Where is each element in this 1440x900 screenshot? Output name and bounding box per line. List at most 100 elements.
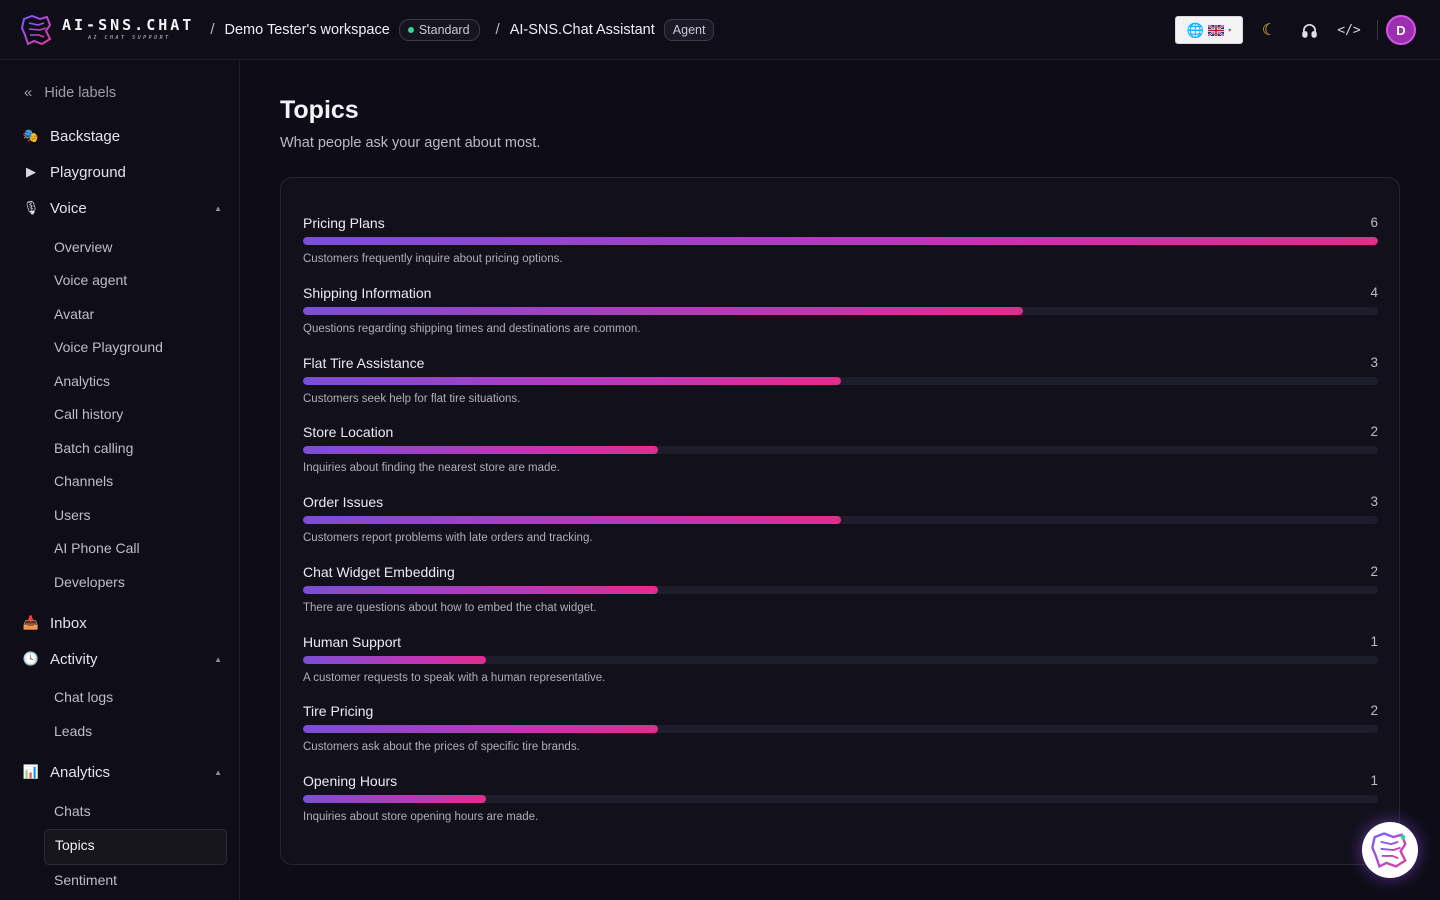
play-icon: ▶ [26,164,36,179]
topic-name: Pricing Plans [303,215,385,231]
sidebar-item-label: Analytics [50,763,111,781]
chat-widget-launcher[interactable] [1362,822,1418,878]
topic-bar-fill [303,656,486,664]
topic-bar-track [303,307,1378,315]
top-bar: AI-SNS.CHAT AI CHAT SUPPORT / Demo Teste… [0,0,1440,60]
headphones-icon [1301,23,1317,38]
agent-badge: Agent [663,18,715,41]
globe-icon: 🌐 [1186,21,1205,38]
sidebar-item-call-history[interactable]: Call history [54,406,124,422]
sidebar-item-analytics[interactable]: 📊 Analytics ▲ [22,763,222,781]
topic-bar-fill [303,377,841,385]
sidebar-item-label: Backstage [50,127,121,145]
topic-row: Flat Tire Assistance 3 Customers seek hel… [303,355,1378,405]
inbox-tray-icon: 📥 [22,615,40,630]
main-content: Topics What people ask your agent about … [240,60,1440,900]
topic-bar-track [303,795,1378,803]
brand-logo[interactable]: AI-SNS.CHAT AI CHAT SUPPORT [20,13,194,47]
topic-name: Store Location [303,424,394,440]
topic-count: 2 [1370,564,1378,579]
topic-row: Human Support 1 A customer requests to sp… [303,634,1378,684]
sidebar-item-voice-analytics[interactable]: Analytics [54,373,111,389]
sidebar-item-voice-playground[interactable]: Voice Playground [54,339,163,355]
breadcrumb-separator: / [495,21,500,38]
sidebar-item-channels[interactable]: Channels [54,473,114,489]
sidebar: « Hide labels 🎭 Backstage ▶ Playground 🎙… [0,60,240,900]
lion-logo-icon [1371,832,1407,869]
chevron-up-icon: ▲ [214,654,222,664]
topic-name: Opening Hours [303,773,398,789]
sidebar-item-label: Inbox [50,614,87,632]
topic-description: Inquiries about store opening hours are … [303,811,539,823]
topic-count: 2 [1370,703,1378,718]
microphone-icon: 🎙 [22,200,40,215]
topic-description: A customer requests to speak with a huma… [303,672,606,684]
topic-row: Pricing Plans 6 Customers frequently inqu… [303,215,1378,265]
topic-count: 3 [1370,355,1378,370]
divider [1377,20,1378,40]
topic-bar-fill [303,237,1378,245]
hide-labels-label: Hide labels [44,84,117,101]
topic-row: Opening Hours 1 Inquiries about store ope… [303,773,1378,823]
topics-card: Pricing Plans 6 Customers frequently inqu… [280,177,1400,865]
breadcrumb-separator: / [210,21,215,38]
chevron-up-icon: ▲ [214,767,222,777]
topic-description: Customers report problems with late orde… [303,532,593,544]
embed-code-button[interactable]: </> [1329,14,1369,46]
sidebar-item-chats[interactable]: Chats [54,803,91,819]
topic-name: Tire Pricing [303,703,374,719]
breadcrumb-agent[interactable]: AI-SNS.Chat Assistant [509,21,655,38]
sidebar-item-sentiment[interactable]: Sentiment [54,872,118,888]
clock-icon: 🕓 [22,651,40,666]
topic-row: Order Issues 3 Customers report problems … [303,494,1378,544]
support-button[interactable] [1289,14,1329,46]
topic-name: Flat Tire Assistance [303,355,425,371]
sidebar-item-label: Voice [50,199,87,217]
sidebar-item-ai-phone-call[interactable]: AI Phone Call [54,540,140,556]
topic-description: Customers frequently inquire about prici… [303,253,563,265]
double-chevron-left-icon: « [24,84,33,101]
hide-labels-button[interactable]: « Hide labels [24,84,116,101]
brand-tagline: AI CHAT SUPPORT [88,35,171,41]
sidebar-item-voice-agent[interactable]: Voice agent [54,272,128,288]
chevron-up-icon: ▲ [214,203,222,213]
topic-count: 1 [1370,634,1378,649]
active-item-highlight [44,829,227,865]
user-avatar[interactable]: D [1386,15,1416,45]
topic-count: 1 [1370,773,1378,788]
page-subtitle: What people ask your agent about most. [280,135,541,151]
topic-count: 3 [1370,494,1378,509]
breadcrumb-workspace[interactable]: Demo Tester's workspace [224,21,390,38]
sidebar-item-avatar[interactable]: Avatar [54,306,95,322]
sidebar-item-inbox[interactable]: 📥 Inbox [22,614,222,632]
sidebar-item-activity[interactable]: 🕓 Activity ▲ [22,650,222,668]
sidebar-item-playground[interactable]: ▶ Playground [22,163,222,181]
topic-bar-track [303,586,1378,594]
status-dot-icon [407,26,414,33]
moon-icon: ☾ [1261,22,1277,39]
sidebar-item-backstage[interactable]: 🎭 Backstage [22,127,222,145]
sidebar-item-voice[interactable]: 🎙 Voice ▲ [22,199,222,217]
topic-row: Shipping Information 4 Questions regardin… [303,285,1378,335]
sidebar-item-users[interactable]: Users [54,507,91,523]
brand-name: AI-SNS.CHAT [62,16,195,34]
topic-description: There are questions about how to embed t… [303,602,597,614]
sidebar-item-chat-logs[interactable]: Chat logs [54,689,114,705]
topic-bar-fill [303,446,658,454]
sidebar-item-developers[interactable]: Developers [54,574,125,590]
topic-bar-track [303,656,1378,664]
topic-bar-fill [303,307,1024,315]
language-selector[interactable]: 🌐 ▾ [1175,16,1243,44]
topic-name: Shipping Information [303,285,432,301]
sidebar-item-batch-calling[interactable]: Batch calling [54,440,134,456]
sidebar-item-topics[interactable]: Topics [55,837,95,853]
topic-name: Human Support [303,634,402,650]
uk-flag-icon [1208,24,1225,36]
topic-description: Inquiries about finding the nearest stor… [303,462,560,474]
dark-mode-toggle[interactable]: ☾ [1249,14,1289,46]
topic-bar-track [303,377,1378,385]
sidebar-item-leads[interactable]: Leads [54,723,93,739]
sidebar-item-overview[interactable]: Overview [54,239,113,255]
topic-bar-fill [303,586,658,594]
topic-description: Customers seek help for flat tire situat… [303,393,521,405]
